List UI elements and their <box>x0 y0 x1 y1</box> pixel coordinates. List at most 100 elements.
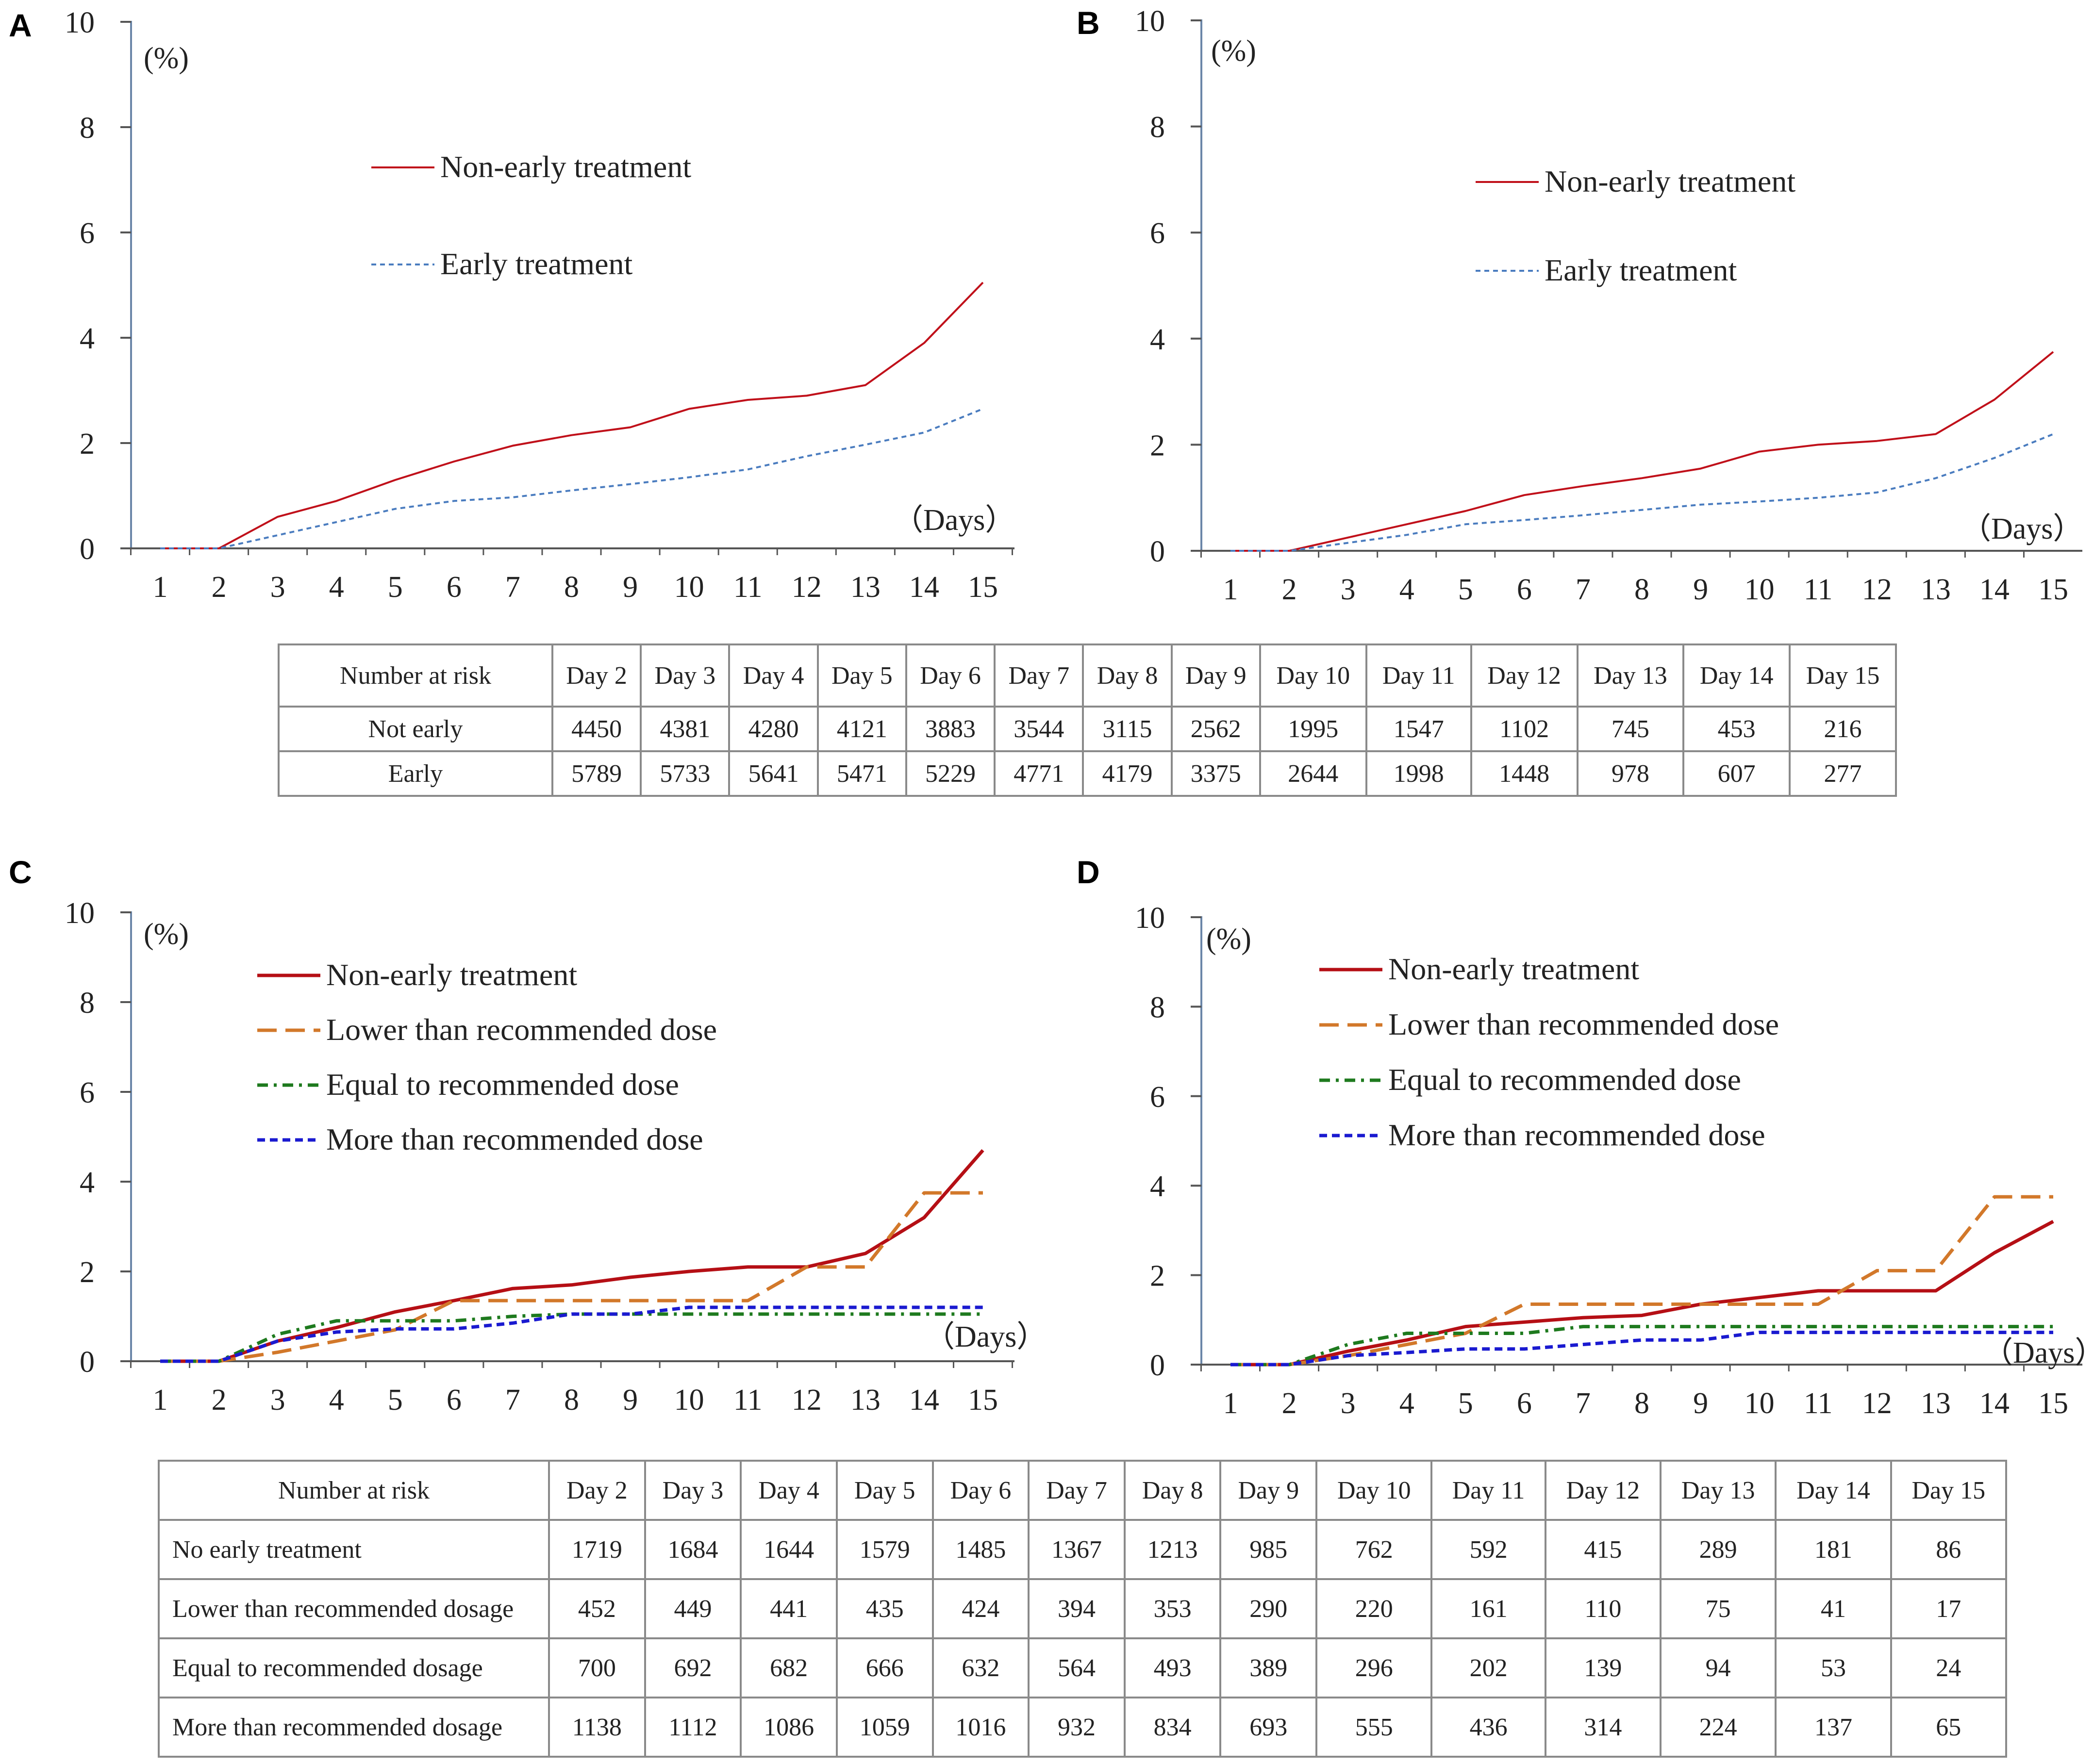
legend-label: Non-early treatment <box>326 957 577 992</box>
header-day-cell: Day 3 <box>644 1460 742 1521</box>
y-tick-label: 6 <box>1150 217 1165 250</box>
count-cell: 220 <box>1315 1578 1433 1639</box>
header-day-cell: Day 10 <box>1259 643 1367 708</box>
y-tick-label: 10 <box>65 6 95 39</box>
x-tick-label: 4 <box>329 571 344 604</box>
x-tick-label: 1 <box>153 571 168 604</box>
count-cell: 1138 <box>548 1697 646 1758</box>
count-cell: 314 <box>1544 1697 1662 1758</box>
y-tick-label: 6 <box>1150 1081 1165 1114</box>
x-tick-label: 4 <box>1399 573 1414 606</box>
x-tick-label: 6 <box>447 1384 462 1417</box>
legend-label: Non-early treatment <box>1388 952 1639 986</box>
count-cell: 493 <box>1123 1637 1222 1698</box>
count-cell: 449 <box>644 1578 742 1639</box>
x-tick-label: 7 <box>505 1384 520 1417</box>
header-label-cell: Number at risk <box>278 643 553 708</box>
table-row: Equal to recommended dosage 700 692 682 666 6… <box>158 1637 2008 1698</box>
series-line-4 <box>160 1305 983 1363</box>
legend-label: Early treatment <box>440 247 632 281</box>
x-tick-label: 8 <box>564 1384 579 1417</box>
x-tick-label: 2 <box>212 571 227 604</box>
header-day-cell: Day 2 <box>548 1460 646 1521</box>
x-tick-label: 15 <box>2038 1387 2068 1420</box>
x-tick-label: 11 <box>1804 1387 1833 1420</box>
count-cell: 353 <box>1123 1578 1222 1639</box>
count-cell: 394 <box>1028 1578 1126 1639</box>
y-tick-label: 4 <box>80 322 95 355</box>
count-cell: 290 <box>1219 1578 1318 1639</box>
count-cell: 181 <box>1775 1519 1892 1580</box>
x-tick-label: 13 <box>850 571 881 604</box>
count-cell: 1579 <box>835 1519 934 1580</box>
count-cell: 65 <box>1890 1697 2008 1758</box>
count-cell: 4381 <box>640 706 731 752</box>
x-tick-label: 15 <box>968 1384 998 1417</box>
x-tick-label: 8 <box>1634 1387 1649 1420</box>
count-cell: 1547 <box>1365 706 1472 752</box>
x-unit-label: （Days） <box>925 1320 1047 1353</box>
count-cell: 436 <box>1430 1697 1546 1758</box>
header-day-cell: Day 8 <box>1123 1460 1222 1521</box>
x-tick-label: 11 <box>733 571 763 604</box>
count-cell: 632 <box>931 1637 1030 1698</box>
count-cell: 1448 <box>1470 750 1579 797</box>
count-cell: 745 <box>1576 706 1685 752</box>
y-tick-label: 6 <box>80 217 95 250</box>
count-cell: 296 <box>1315 1637 1433 1698</box>
count-cell: 692 <box>644 1637 742 1698</box>
count-cell: 139 <box>1544 1637 1662 1698</box>
count-cell: 435 <box>835 1578 934 1639</box>
count-cell: 3544 <box>994 706 1084 752</box>
series-line-2 <box>1230 1195 2053 1367</box>
row-label-cell: More than recommended dosage <box>158 1697 550 1758</box>
count-cell: 1112 <box>644 1697 742 1758</box>
x-tick-label: 10 <box>674 1384 704 1417</box>
x-tick-label: 3 <box>270 1384 285 1417</box>
count-cell: 202 <box>1430 1637 1546 1698</box>
series-line-1 <box>160 1149 984 1363</box>
panel-letter: C <box>9 854 32 890</box>
panel-letter: D <box>1077 854 1100 890</box>
count-cell: 693 <box>1219 1697 1318 1758</box>
count-cell: 452 <box>548 1578 646 1639</box>
count-cell: 978 <box>1576 750 1685 797</box>
count-cell: 3883 <box>905 706 996 752</box>
x-tick-label: 7 <box>1576 573 1591 606</box>
header-day-cell: Day 7 <box>1028 1460 1126 1521</box>
x-tick-label: 14 <box>1979 573 2010 606</box>
count-cell: 834 <box>1123 1697 1222 1758</box>
count-cell: 3375 <box>1170 750 1261 797</box>
count-cell: 4121 <box>816 706 907 752</box>
count-cell: 5733 <box>640 750 731 797</box>
legend-label: Early treatment <box>1545 253 1737 287</box>
count-cell: 592 <box>1430 1519 1546 1580</box>
row-label-cell: Early <box>278 750 553 797</box>
y-tick-label: 10 <box>65 897 95 930</box>
y-tick-label: 4 <box>80 1166 95 1199</box>
header-day-cell: Day 10 <box>1315 1460 1433 1521</box>
header-day-cell: Day 7 <box>994 643 1084 708</box>
y-tick-label: 10 <box>1135 902 1165 935</box>
count-cell: 86 <box>1890 1519 2008 1580</box>
count-cell: 1998 <box>1365 750 1472 797</box>
count-cell: 424 <box>931 1578 1030 1639</box>
x-tick-label: 9 <box>623 571 638 604</box>
count-cell: 2644 <box>1259 750 1367 797</box>
x-tick-label: 13 <box>1921 573 1951 606</box>
y-tick-label: 2 <box>1150 1260 1165 1293</box>
x-tick-label: 10 <box>674 571 704 604</box>
x-tick-label: 9 <box>1693 1387 1708 1420</box>
series-line-2 <box>160 1191 983 1363</box>
count-cell: 94 <box>1660 1637 1777 1698</box>
count-cell: 4280 <box>728 706 819 752</box>
header-day-cell: Day 8 <box>1082 643 1173 708</box>
x-tick-label: 13 <box>850 1384 881 1417</box>
count-cell: 17 <box>1890 1578 2008 1639</box>
x-tick-label: 5 <box>1458 1387 1473 1420</box>
header-day-cell: Day 2 <box>551 643 642 708</box>
count-cell: 137 <box>1775 1697 1892 1758</box>
legend-label: More than recommended dose <box>1388 1118 1765 1152</box>
count-cell: 4450 <box>551 706 642 752</box>
